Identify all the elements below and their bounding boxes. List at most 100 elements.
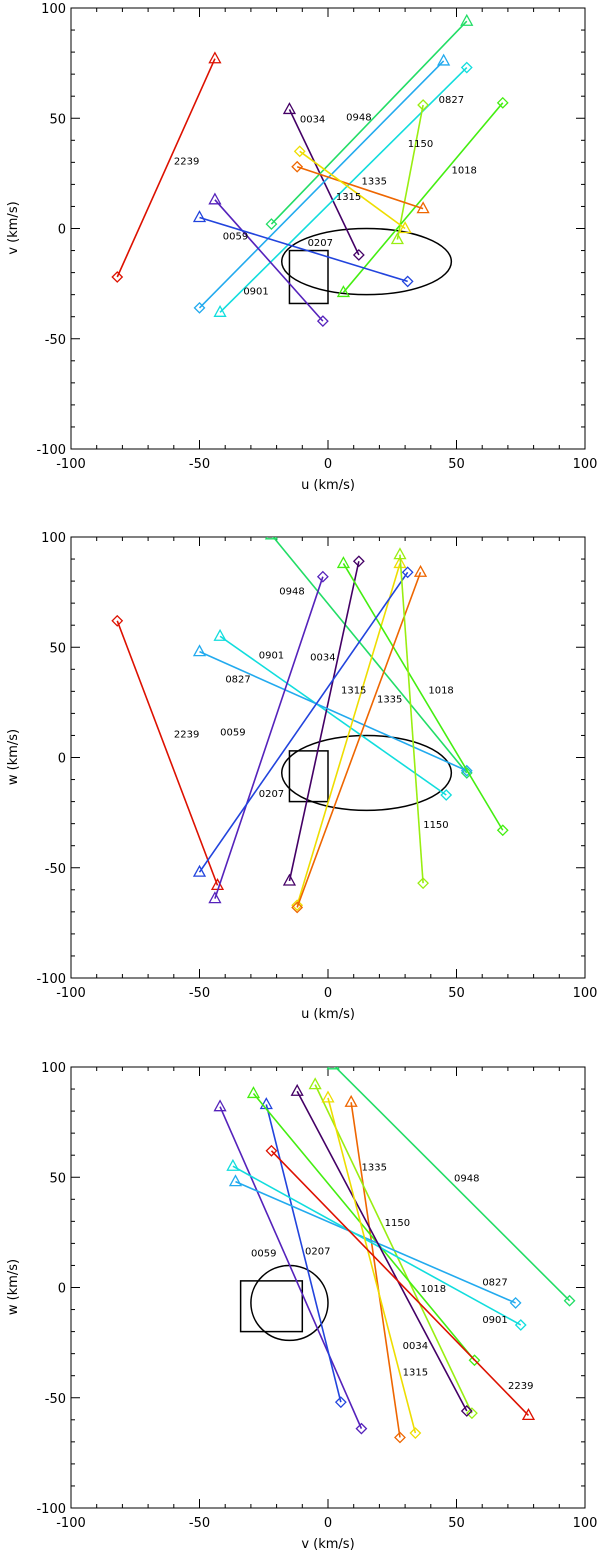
uw-data-marks (111, 537, 509, 914)
vw-series-line-1018 (252, 1092, 476, 1361)
vw-series-line-0948 (334, 1067, 571, 1302)
uv-series-label-1315: 1315 (336, 192, 361, 203)
vw-series-label-0827: 0827 (482, 1277, 507, 1288)
uw-series-label-0948: 0948 (279, 586, 304, 597)
vw-diamond-marker-1018 (468, 1354, 481, 1367)
uv-y-tick-label: -100 (36, 443, 66, 458)
uv-diamond-marker-0827 (193, 301, 206, 314)
uw-diamond-marker-1335 (291, 901, 304, 914)
uw-series-line-0059 (214, 576, 324, 899)
uw-series-label-0059: 0059 (220, 727, 245, 738)
uv-triangle-marker-0207 (192, 210, 207, 223)
uv-diamond-marker-1018 (496, 96, 509, 109)
uw-triangle-marker-0034 (282, 873, 297, 886)
uw-diamond-marker-1018 (496, 824, 509, 837)
uw-diamond-marker-1150 (417, 877, 430, 890)
uv-diamond-marker-1335 (291, 160, 304, 173)
vw-triangle-marker-0948 (326, 1067, 340, 1070)
uw-x-axis-label: u (km/s) (301, 1007, 355, 1022)
uv-x-tick-label: -50 (189, 457, 210, 472)
uv-x-tick-label: 50 (448, 457, 465, 472)
uv-series-label-0948: 0948 (346, 112, 371, 123)
vw-x-tick-label: 0 (324, 1516, 332, 1531)
vw-panel: v (km/s) w (km/s) -100 -50 0 50 100 -100 -50 0 5… (6, 1061, 597, 1552)
uv-triangle-marker-2239 (208, 51, 222, 64)
vw-series-label-1315: 1315 (403, 1368, 428, 1379)
uw-diamond-marker-2239 (111, 614, 124, 627)
uv-triangle-marker-0827 (437, 53, 451, 66)
uw-reference-ellipse (280, 734, 453, 812)
uv-diamond-marker-0207 (401, 275, 414, 288)
uw-triangle-marker-1150 (393, 547, 407, 560)
uw-triangle-marker-0059 (208, 891, 222, 904)
uw-series-line-1150 (399, 554, 424, 884)
vw-diamond-marker-1150 (466, 1407, 478, 1420)
vw-triangle-marker-2239 (521, 1408, 536, 1421)
vw-series-label-2239: 2239 (508, 1381, 533, 1392)
uw-y-axis-label: w (km/s) (6, 729, 21, 785)
uv-series-line-0207 (199, 216, 408, 283)
uw-triangle-marker-1335 (413, 564, 428, 577)
vw-series-label-0059: 0059 (251, 1249, 276, 1260)
uv-triangle-marker-0901 (213, 304, 227, 317)
vw-x-axis-label: v (km/s) (301, 1537, 354, 1552)
uv-diamond-marker-2239 (111, 271, 124, 283)
vw-series-label-0901: 0901 (482, 1315, 507, 1326)
uw-x-tick-label: -50 (189, 986, 210, 1001)
uw-series-line-0901 (219, 635, 447, 796)
vw-diamond-marker-0207 (334, 1396, 347, 1409)
uw-series-line-0034 (288, 561, 360, 882)
vw-series-line-1315 (327, 1097, 417, 1434)
uv-series-label-0059: 0059 (223, 232, 248, 243)
vw-data-marks (213, 1067, 576, 1444)
vw-series-line-0059 (219, 1106, 363, 1429)
vw-series-label-0034: 0034 (403, 1341, 428, 1352)
uv-triangle-marker-0948 (460, 13, 474, 26)
uw-triangle-marker-0901 (213, 628, 227, 641)
vw-triangle-marker-0827 (228, 1174, 243, 1187)
vw-triangle-marker-1150 (308, 1077, 322, 1090)
uv-diamond-marker-0034 (352, 249, 365, 261)
uv-series-label-2239: 2239 (174, 157, 199, 168)
uw-diamond-marker-0034 (352, 555, 365, 568)
uv-series-line-1315 (299, 150, 406, 230)
vw-series-label-1335: 1335 (362, 1163, 387, 1174)
uw-diamond-marker-1315 (291, 899, 304, 912)
vw-diamond-marker-0901 (514, 1319, 527, 1331)
uv-series-line-0827 (198, 60, 445, 309)
uv-triangle-marker-1335 (416, 201, 430, 214)
vw-diamond-marker-0948 (563, 1294, 576, 1307)
vw-series-line-0207 (265, 1104, 342, 1403)
uv-diamond-marker-0059 (316, 315, 329, 328)
vw-triangle-marker-0034 (290, 1083, 304, 1096)
uv-triangle-marker-0059 (208, 192, 222, 205)
uv-y-tick-label: 0 (58, 223, 66, 238)
vw-series-label-1018: 1018 (421, 1284, 446, 1295)
vw-triangle-marker-1335 (344, 1094, 358, 1107)
uw-y-tick-label: 50 (49, 641, 66, 656)
vw-y-tick-label: 50 (49, 1171, 66, 1186)
uv-x-tick-label: 100 (573, 457, 598, 472)
uw-y-tick-label: 100 (41, 531, 66, 546)
vw-series-line-0034 (296, 1090, 468, 1412)
uw-triangle-marker-1018 (336, 556, 351, 569)
uw-y-tick-label: 0 (58, 752, 66, 767)
vw-x-tick-label: -100 (56, 1516, 86, 1531)
uw-series-label-0207: 0207 (259, 789, 284, 800)
uw-diamond-marker-0207 (401, 566, 414, 579)
vw-triangle-marker-0901 (226, 1158, 240, 1171)
vw-diamond-marker-0034 (460, 1405, 473, 1417)
vw-y-tick-label: 0 (58, 1282, 66, 1297)
uw-triangle-marker-0827 (192, 644, 207, 657)
vw-diamond-marker-1335 (394, 1431, 406, 1444)
uv-series-label-0901: 0901 (243, 287, 268, 298)
uw-series-label-1315: 1315 (341, 686, 366, 697)
vw-series-line-2239 (270, 1150, 530, 1416)
uw-series-label-1150: 1150 (423, 820, 448, 831)
uw-diamond-marker-0948 (460, 767, 473, 779)
uv-series-label-1150: 1150 (408, 139, 433, 150)
uw-reference-box (288, 750, 329, 803)
uv-series-label-1018: 1018 (451, 165, 476, 176)
uv-diamond-marker-1150 (417, 99, 430, 111)
